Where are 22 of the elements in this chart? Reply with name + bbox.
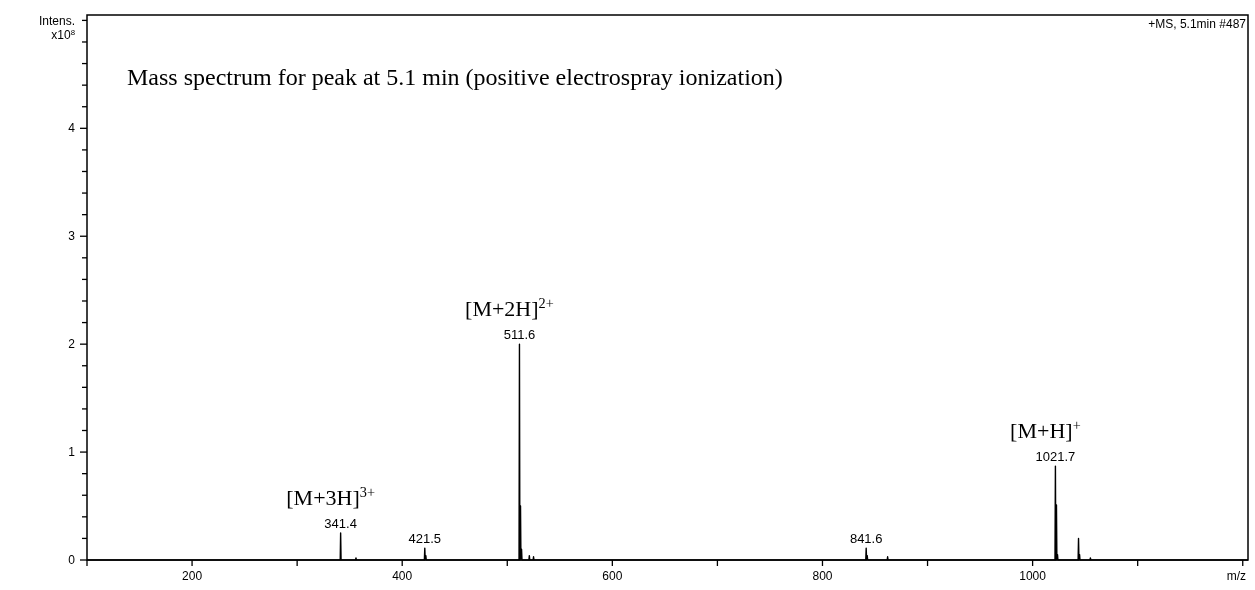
annotation: 841.6 (849, 531, 883, 547)
annotation: 421.5 (408, 531, 442, 547)
annotation: 1021.7 (1035, 449, 1076, 465)
x-tick-label: 400 (392, 569, 413, 583)
y-tick-label: 4 (68, 121, 76, 136)
x-tick-label: 200 (182, 569, 203, 583)
y-tick-label: 2 (68, 337, 76, 352)
annotation: [M+2H]$^{2+}$ (465, 295, 554, 322)
y-tick-label: 1 (68, 445, 76, 460)
annotation: 341.4 (324, 516, 357, 532)
annotation: +MS, 5.1min #487 (1148, 17, 1247, 31)
annotation: [M+3H]$^{3+}$ (286, 484, 375, 511)
y-tick-label: 3 (68, 229, 76, 244)
x-tick-label: 1000 (1019, 569, 1047, 583)
x-axis-title: m/z (1226, 569, 1246, 583)
text: Mass spectrum for peak at 5.1 min (positive electrospray ionization) (127, 64, 783, 90)
y-tick-label: 0 (68, 553, 76, 567)
y-axis-title: Intens. x10$^{8}$ (38, 14, 75, 42)
x-tick-label: 600 (602, 569, 623, 583)
annotation: 511.6 (503, 327, 536, 343)
x-tick-label: 800 (812, 569, 833, 583)
annotation: [M+H]$^{+}$ (1010, 417, 1081, 444)
